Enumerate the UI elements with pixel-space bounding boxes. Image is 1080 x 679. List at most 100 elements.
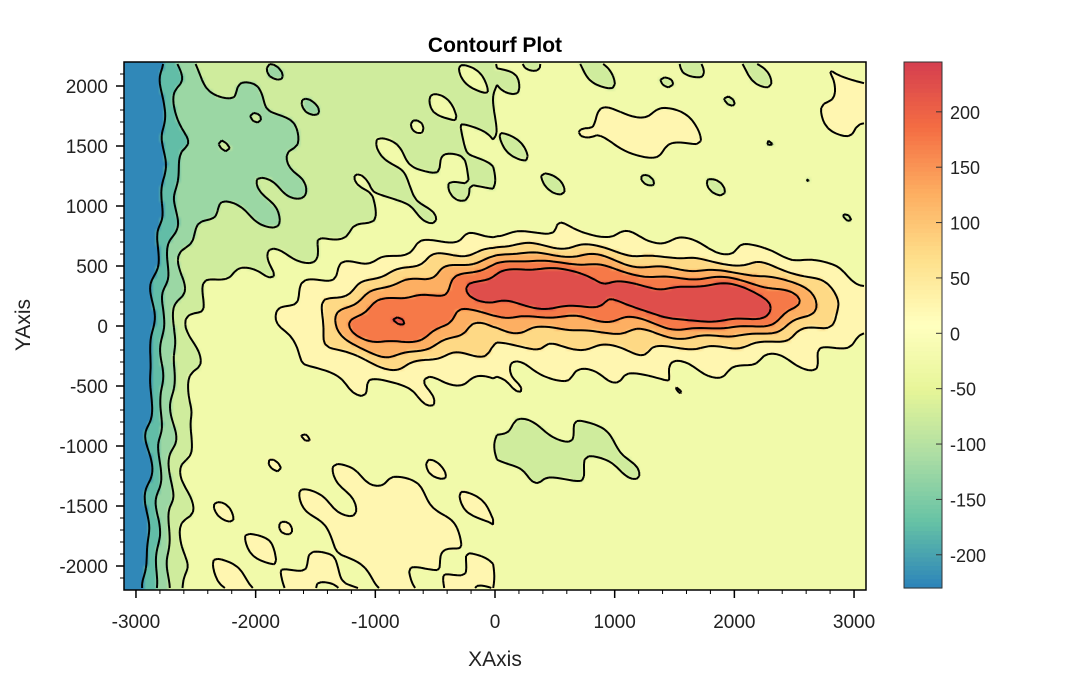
colorbar-segment [904, 224, 942, 230]
colorbar-tick-label: 100 [950, 214, 980, 234]
colorbar-segment [904, 408, 942, 414]
colorbar-segment [904, 105, 942, 111]
contour-line [348, 259, 801, 344]
y-tick-label: -2000 [59, 557, 108, 578]
colorbar-tick-label: -100 [950, 435, 986, 455]
colorbar-segment [904, 552, 942, 558]
colorbar-segment [904, 373, 942, 379]
colorbar-segment [904, 531, 942, 536]
colorbar-segment [904, 193, 942, 199]
colorbar-segment [904, 70, 942, 76]
colorbar-segment [904, 452, 942, 458]
colorbar-segment [904, 360, 942, 366]
colorbar-segment [904, 79, 942, 85]
colorbar-segment [904, 487, 942, 493]
colorbar-segment [904, 395, 942, 401]
colorbar-segment [904, 403, 942, 409]
colorbar: 200 150 100 50 0 -50 -100 -150 -200 [903, 61, 986, 589]
colorbar-segment [904, 88, 942, 94]
colorbar-segment [904, 346, 942, 352]
colorbar-segment [904, 491, 942, 497]
colorbar-segment [904, 175, 942, 181]
contour-line [211, 70, 865, 589]
contour-line [178, 63, 853, 589]
colorbar-segment [904, 579, 942, 585]
colorbar-segment [904, 184, 942, 190]
colorbar-segment [904, 399, 942, 405]
colorbar-segment [904, 478, 942, 484]
colorbar-segment [904, 75, 942, 81]
x-tick-label: 3000 [833, 612, 875, 633]
colorbar-segment [904, 215, 942, 221]
y-axis-label: YAxis [12, 299, 35, 351]
colorbar-segment [904, 381, 942, 387]
colorbar-segment [904, 316, 942, 322]
colorbar-segment [904, 154, 942, 160]
colorbar-segment [904, 303, 942, 309]
x-axis: -3000 -2000 -1000 0 1000 2000 3000 [112, 590, 875, 633]
x-tick-label: -1000 [351, 612, 400, 633]
colorbar-segment [904, 548, 942, 554]
colorbar-segment [904, 474, 942, 480]
y-axis: 2000 1500 1000 500 0 -500 -1000 -1500 -2000 [59, 73, 124, 579]
colorbar-segment [904, 425, 942, 431]
colorbar-segment [904, 342, 942, 348]
colorbar-tick-label: 150 [950, 158, 980, 178]
colorbar-segment [904, 583, 942, 589]
colorbar-segment [904, 329, 942, 335]
colorbar-segment [904, 390, 942, 396]
colorbar-segment [904, 544, 942, 550]
colorbar-tick-label: 0 [950, 324, 960, 344]
contour-line [165, 63, 321, 589]
colorbar-segment [904, 285, 942, 291]
colorbar-segment [904, 66, 942, 72]
colorbar-segment [904, 522, 942, 528]
colorbar-segment [904, 92, 942, 98]
colorbar-segment [904, 110, 942, 116]
contour-line [154, 63, 190, 589]
colorbar-segment [904, 430, 942, 436]
colorbar-segment [904, 539, 942, 545]
colorbar-segment [904, 263, 942, 269]
colorbar-segment [904, 136, 942, 142]
colorbar-segment [904, 447, 942, 453]
colorbar-segment [904, 377, 942, 383]
colorbar-segment [904, 294, 942, 300]
colorbar-segment [904, 333, 942, 339]
colorbar-segment [904, 355, 942, 361]
colorbar-segment [904, 307, 942, 313]
contour-line [141, 63, 167, 588]
x-tick-label: 0 [490, 612, 501, 633]
colorbar-segment [904, 197, 942, 203]
colorbar-segment [904, 412, 942, 418]
colorbar-segment [904, 513, 942, 519]
y-tick-label: 500 [76, 257, 108, 278]
colorbar-frame [903, 61, 943, 589]
colorbar-segment [904, 211, 942, 217]
y-tick-label: -500 [70, 377, 108, 398]
colorbar-segment [904, 566, 942, 572]
colorbar-segment [904, 561, 942, 567]
colorbar-segment [904, 254, 942, 260]
colorbar-segment [904, 509, 942, 515]
colorbar-segment [904, 127, 942, 133]
colorbar-tick-label: 200 [950, 103, 980, 123]
colorbar-segment [904, 482, 942, 488]
y-tick-label: -1500 [59, 497, 108, 518]
contour-line [320, 241, 840, 372]
contour-line [392, 267, 772, 326]
colorbar-segment [904, 465, 942, 471]
colorbar-segment [904, 289, 942, 295]
colorbar-segment [904, 421, 942, 427]
colorbar-segment [904, 504, 942, 510]
colorbar-segment [904, 351, 942, 357]
colorbar-segment [904, 189, 942, 195]
y-tick-label: 2000 [66, 77, 108, 98]
colorbar-segment [904, 469, 942, 475]
colorbar-segment [904, 180, 942, 186]
colorbar-tick-label: -50 [950, 380, 976, 400]
colorbar-segment [904, 114, 942, 120]
colorbar-segment [904, 325, 942, 330]
